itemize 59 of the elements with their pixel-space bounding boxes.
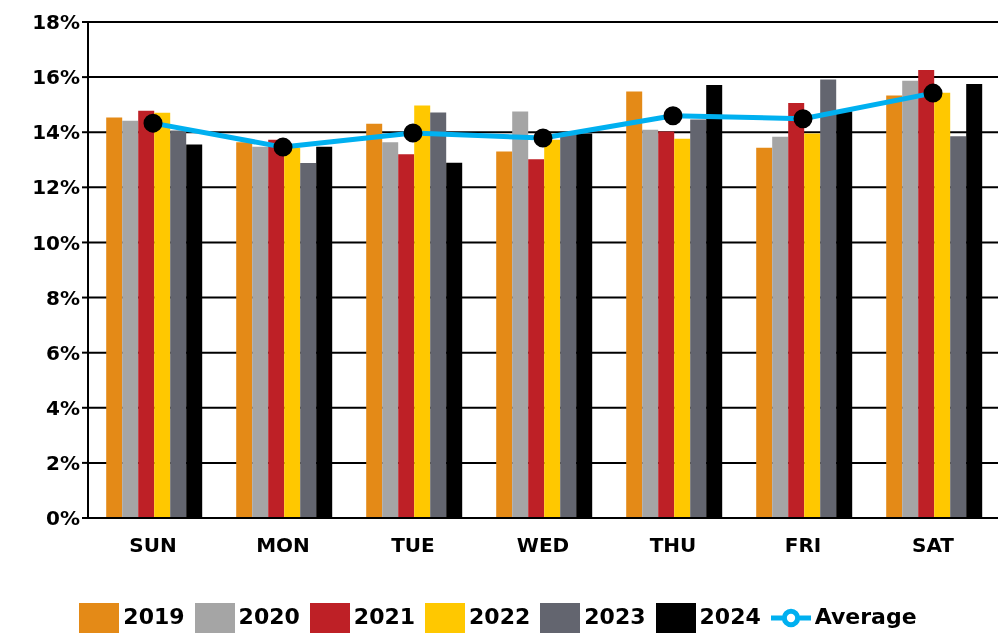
bar [382,142,399,518]
y-tick-label: 18% [32,10,80,35]
bar [496,151,513,518]
y-tick-label: 8% [46,285,80,310]
bar [560,134,577,518]
bar [284,147,301,518]
bar [154,112,171,518]
bar [236,142,253,518]
legend-label: 2024 [699,604,761,629]
y-tick-label: 16% [32,65,80,90]
bar [138,110,155,518]
bar [398,154,415,518]
x-tick-label: SUN [129,533,177,558]
bar [772,136,789,518]
x-tick-label: WED [516,533,570,558]
legend-label: 2019 [123,604,185,629]
y-tick-label: 10% [32,230,80,255]
y-tick-label: 6% [46,340,80,365]
x-tick-label: FRI [784,533,822,558]
bar [674,138,691,518]
bar [804,133,821,518]
bar [430,112,447,518]
bar [756,147,773,518]
bar [788,103,805,518]
x-tick-label: TUE [391,533,435,558]
y-tick-label: 2% [46,450,80,475]
bar [886,95,903,518]
bar [658,131,675,518]
bar [414,105,431,518]
bar [252,146,269,518]
bar [690,119,707,518]
bar [820,79,837,518]
legend-label: 2023 [584,604,646,629]
bar [902,80,919,518]
y-tick-label: 14% [32,120,80,145]
bar [626,91,643,518]
x-tick-label: SAT [912,533,955,558]
x-tick-label: THU [649,533,697,558]
bar [170,130,187,518]
y-tick-label: 12% [32,175,80,200]
legend-label: Average [814,604,917,629]
bar [528,159,545,518]
bar [122,120,139,518]
bar [950,136,967,518]
legend-label: 2022 [469,604,531,629]
legend-label: 2021 [353,604,416,629]
bar [918,69,935,518]
legend-label: 2020 [238,604,300,629]
bar [300,163,317,518]
bar [268,139,285,518]
bar [642,129,659,518]
x-tick-label: MON [256,533,310,558]
bar [934,92,951,518]
bar [366,123,383,518]
bar [544,139,561,518]
bar [512,111,529,518]
bar [106,117,123,518]
y-tick-label: 4% [46,395,80,420]
y-tick-label: 0% [46,506,80,531]
